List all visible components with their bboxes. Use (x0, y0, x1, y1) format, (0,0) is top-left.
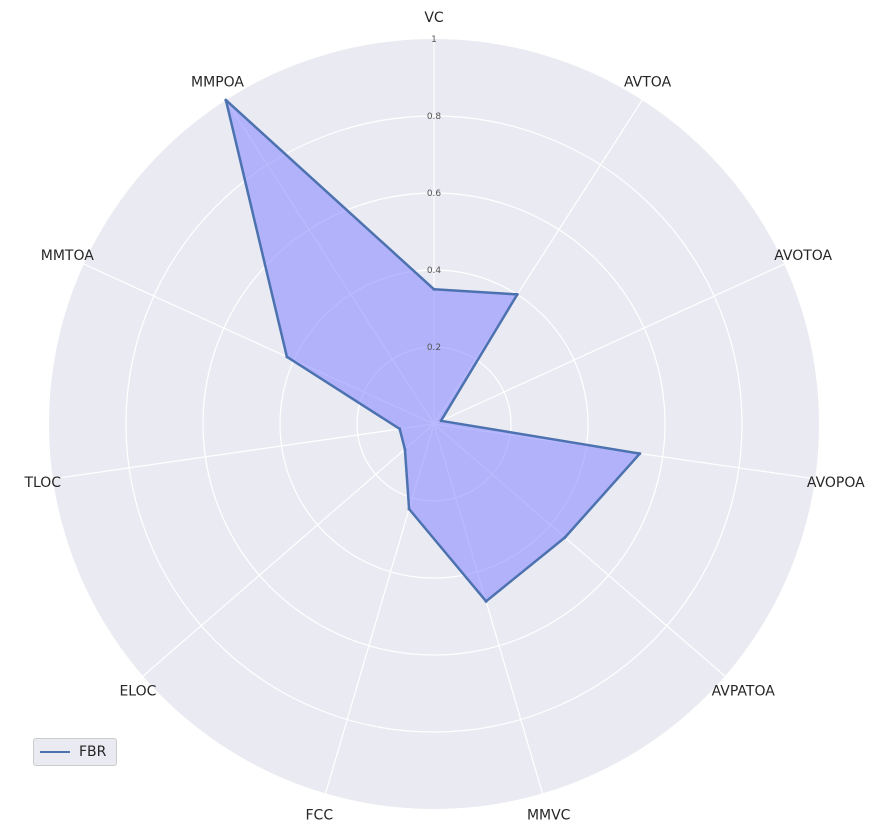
data-point (638, 452, 642, 456)
legend: FBR (33, 738, 117, 766)
series-area-fill (225, 100, 640, 602)
data-point (407, 507, 411, 511)
data-point (285, 355, 289, 359)
data-point (398, 427, 402, 431)
category-label: AVPATOA (712, 684, 776, 700)
radial-tick-label: 0.8 (427, 112, 442, 122)
grid-spoke (142, 423, 435, 677)
data-layer (224, 98, 642, 603)
data-point (484, 599, 488, 603)
category-label: AVTOA (624, 75, 672, 91)
series-line (224, 98, 642, 603)
category-label: MMVC (527, 808, 571, 824)
category-label: VC (424, 10, 444, 26)
category-label: AVOTOA (774, 248, 832, 264)
grid-spoke (52, 423, 435, 480)
labels: 0.2 0.4 0.6 0.8 1 VC AVTOA AVOTOA AVOPOA AVPATOA M… (23, 10, 865, 824)
radial-tick-label: 0.6 (427, 189, 442, 199)
category-label: ELOC (119, 684, 156, 700)
radial-tick-label: 1 (431, 35, 437, 45)
data-point (403, 447, 407, 451)
category-label: MMTOA (41, 248, 94, 264)
category-label: MMPOA (191, 75, 244, 91)
radial-tick-label: 0.4 (427, 266, 442, 276)
legend-line-icon (40, 751, 70, 753)
data-point (432, 287, 436, 291)
radial-tick-label: 0.2 (427, 343, 441, 353)
category-label: AVOPOA (807, 475, 865, 491)
category-label: FCC (305, 808, 333, 824)
data-point (515, 292, 519, 296)
legend-label: FBR (79, 744, 107, 760)
data-point (563, 535, 567, 539)
data-point (224, 98, 228, 102)
category-label: TLOC (23, 475, 61, 491)
data-point (439, 419, 443, 423)
grid-spoke (433, 263, 785, 425)
